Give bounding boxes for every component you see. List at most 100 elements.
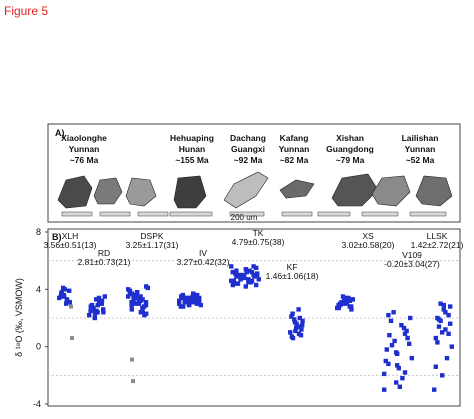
data-point-v109 [387,333,392,338]
data-point-llsk [440,373,445,378]
data-point-xlh [61,285,66,291]
group-code-iv: IV [199,248,207,258]
data-point-v109 [402,370,408,375]
data-point-kf [299,327,304,332]
data-point-dspk [131,297,136,302]
data-point-v109 [408,315,413,321]
data-point-llsk [433,364,438,369]
data-point-iv [194,301,199,306]
group-code-llsk: LLSK [427,231,448,241]
panel-a-label: A) [55,128,65,138]
scale-label: 200 um [231,213,258,222]
data-point-tk [254,265,259,271]
data-point-iv [181,304,186,309]
data-point-rd [88,304,93,309]
data-point-v109 [386,312,391,318]
data-point-tk [234,268,239,273]
sample-name-hehuaping: Hehuaping [170,133,214,143]
data-point-v109 [388,318,394,324]
data-point-v109 [394,380,399,385]
data-point-iv [178,304,183,309]
group-code-tk: TK [253,228,264,238]
data-point-tk [233,271,238,276]
data-point-iv [177,301,182,306]
outlier-point-dspk [130,357,134,362]
data-point-xs [342,298,347,303]
data-point-rd [91,305,96,311]
data-point-xlh [59,291,64,296]
data-point-kf [288,330,293,335]
data-point-llsk [435,340,440,345]
data-point-v109 [399,322,404,328]
data-point-iv [187,300,192,305]
data-point-kf [289,314,294,319]
data-point-xs [343,301,348,306]
data-point-xs [349,307,354,312]
data-point-xlh [67,300,72,305]
group-code-rd: RD [98,248,110,258]
data-point-tk [230,269,235,275]
data-point-xlh [61,292,66,298]
data-point-tk [252,274,257,279]
data-point-rd [88,308,93,314]
data-point-kf [292,320,298,325]
data-point-iv [197,298,202,303]
sample-age-kafang: ~82 Ma [280,155,309,165]
data-point-tk [235,281,241,286]
data-point-xlh [64,301,69,306]
data-point-rd [101,307,106,312]
data-point-kf [296,307,301,312]
data-point-dspk [129,300,134,305]
data-point-kf [295,324,300,329]
group-code-dspk: DSPK [140,231,163,241]
data-point-llsk [446,312,451,318]
data-point-tk [243,284,248,289]
crystal-image-3 [125,177,157,207]
data-point-tk [256,277,261,282]
data-point-tk [254,282,259,288]
sample-name-kafang: Kafang [280,133,309,143]
sample-name-xishan: Xishan [336,133,364,143]
sample-age-xishan: ~79 Ma [336,155,365,165]
sample-province-dachang: Guangxi [231,144,265,154]
data-point-iv [182,300,187,305]
data-point-iv [177,298,182,303]
group-stats-dspk: 3.25±1.17(31) [126,240,179,250]
scale-bar-1 [61,211,93,217]
crystal-image-6 [279,179,315,199]
figure-title: Figure 5 [4,4,49,18]
data-point-tk [243,267,248,272]
data-point-xs [336,302,341,308]
crystal-image-1 [57,175,93,209]
data-point-v109 [389,343,395,348]
data-point-v109 [405,335,410,341]
data-point-kf [297,315,302,321]
data-point-iv [184,295,189,301]
data-point-tk [244,269,249,275]
data-point-v109 [404,328,409,334]
data-point-rd [92,311,98,316]
sample-age-dachang: ~92 Ma [234,155,263,165]
sample-name-dachang: Dachang [230,133,266,143]
data-point-llsk [448,321,453,326]
sample-province-xishan: Guangdong [326,144,374,154]
data-point-dspk [136,301,142,306]
data-point-tk [229,278,234,283]
data-point-iv [198,302,203,308]
data-point-v109 [401,325,407,331]
data-point-kf [292,317,297,322]
sample-name-lailishan: Lailishan [402,133,439,143]
scale-bar-9 [409,211,447,217]
sample-age-lailishan: ~52 Ma [406,155,435,165]
data-point-dspk [135,295,140,301]
data-point-rd [95,310,100,315]
data-point-tk [230,282,235,288]
data-point-dspk [143,300,149,305]
data-point-llsk [449,344,454,349]
group-stats-rd: 2.81±0.73(21) [78,257,131,267]
data-point-kf [293,328,298,334]
data-point-llsk [446,331,451,336]
sample-province-hehuaping: Hunan [179,144,205,154]
data-point-xs [350,297,355,302]
data-point-rd [87,312,92,318]
